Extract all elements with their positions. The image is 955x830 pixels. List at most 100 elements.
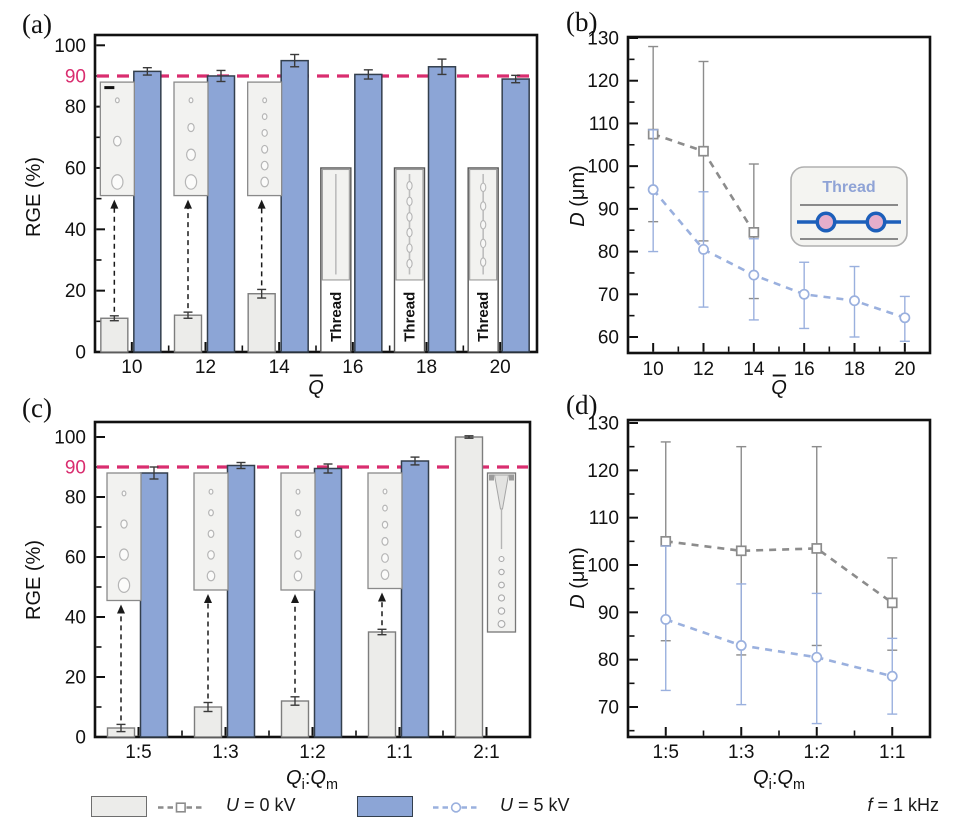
droplet xyxy=(295,488,301,495)
legend-label-u5kv: U = 5 kV xyxy=(500,795,570,816)
ref-tick-label: 90 xyxy=(65,66,86,87)
y-tick-label: 60 xyxy=(598,328,619,349)
panel-c-chart: 0 20 40 60 80 100 90 1:5 1:3 1:2 1:1 2:1 Qi:Qm RGE (%… xyxy=(23,420,532,793)
panel-b-chart: 60 70 80 90 100 110 120 130 10 12 14 16 18 20 Q D (μm) T… xyxy=(567,29,932,399)
y-tick-label: 0 xyxy=(75,728,86,749)
encapsulated-droplet xyxy=(869,215,883,229)
marker-circle xyxy=(849,295,860,307)
y-tick-label: 100 xyxy=(587,556,619,577)
droplet xyxy=(261,144,269,154)
axes-box xyxy=(626,35,932,355)
thread-bead xyxy=(480,238,487,249)
arrow-head xyxy=(291,594,299,603)
frequency-note-var: f xyxy=(867,795,873,815)
bar-u0kv xyxy=(367,631,397,738)
droplet xyxy=(261,113,268,121)
legend-line-circle-glyph xyxy=(433,802,479,813)
arrow-head xyxy=(184,199,192,209)
legend-label-u5kv-rest: = 5 kV xyxy=(513,795,570,815)
droplet xyxy=(382,488,388,495)
y-tick-label: 80 xyxy=(598,650,619,671)
arrow-head xyxy=(110,199,119,209)
y-tick-label: 60 xyxy=(65,158,86,179)
y-tick-label: 40 xyxy=(65,608,86,629)
bar-u5kv xyxy=(313,467,343,738)
x-tick-label: 1:2 xyxy=(804,742,830,763)
droplet xyxy=(120,519,128,529)
marker-square xyxy=(660,535,672,547)
legend-label-u0kv-rest: = 0 kV xyxy=(239,795,296,815)
droplet xyxy=(497,607,506,615)
legend-swatch-gray xyxy=(91,796,147,817)
marker-square xyxy=(748,227,760,238)
bar-u0kv xyxy=(247,293,276,353)
marker-circle xyxy=(660,613,672,625)
droplet xyxy=(207,550,215,560)
y-tick-label: 100 xyxy=(54,36,86,57)
y-tick-label: 80 xyxy=(65,97,86,118)
y-tick-label: 0 xyxy=(75,343,86,364)
thread-bead xyxy=(406,212,413,222)
y-tick-label: 90 xyxy=(598,199,619,220)
x-tick-label: 2:1 xyxy=(473,742,499,763)
droplet xyxy=(119,548,129,561)
droplet xyxy=(498,581,505,589)
droplet xyxy=(295,509,301,517)
thread-bead xyxy=(480,219,487,230)
y-tick-label: 80 xyxy=(598,242,619,263)
droplet xyxy=(294,529,302,539)
y-tick-label: 100 xyxy=(54,428,86,449)
y-tick-label: 40 xyxy=(65,220,86,241)
bar-u5kv xyxy=(354,73,383,353)
y-tick-label: 70 xyxy=(598,285,619,306)
scale-bar xyxy=(104,86,115,90)
marker-circle xyxy=(647,184,659,196)
frequency-note: f = 1 kHz xyxy=(867,795,939,816)
droplet xyxy=(117,577,131,593)
axes-box xyxy=(626,418,932,739)
x-tick-label: 20 xyxy=(490,357,511,378)
x-tick-label: 1:5 xyxy=(125,742,151,763)
y-tick-label: 20 xyxy=(65,281,86,302)
series-line-gray xyxy=(665,540,894,604)
droplet xyxy=(498,555,505,563)
marker-circle xyxy=(899,312,911,324)
droplet xyxy=(111,174,124,190)
ref-tick-label: 90 xyxy=(65,458,86,479)
thread-label: Thread xyxy=(402,292,419,342)
panel-d-label: (d) xyxy=(566,390,597,420)
droplet xyxy=(497,620,506,628)
x-tick-label: 10 xyxy=(121,357,142,378)
bar-u0kv xyxy=(280,700,310,738)
series-line-blue xyxy=(665,618,893,678)
nozzle-edge xyxy=(489,474,494,481)
x-tick-label: 1:2 xyxy=(299,742,325,763)
y-tick-label: 130 xyxy=(587,414,619,435)
marker-square xyxy=(886,597,898,609)
axis-label: D (μm) xyxy=(567,547,589,609)
axes-box xyxy=(93,33,539,354)
marker-square xyxy=(811,543,823,554)
droplet xyxy=(381,553,389,563)
y-tick-label: 60 xyxy=(65,548,86,569)
droplet xyxy=(381,536,389,546)
bar-u5kv xyxy=(206,75,236,353)
x-tick-label: 10 xyxy=(643,359,664,380)
axes-box xyxy=(93,420,532,739)
bar-u5kv xyxy=(427,66,457,353)
y-tick-label: 110 xyxy=(589,114,619,135)
x-tick-label: 1:1 xyxy=(879,742,905,763)
y-tick-label: 90 xyxy=(598,603,619,624)
y-tick-label: 80 xyxy=(65,488,86,509)
marker-circle xyxy=(735,640,747,651)
x-tick-label: 20 xyxy=(894,359,915,380)
axis-label: RGE (%) xyxy=(23,157,45,237)
droplet xyxy=(184,174,198,190)
x-tick-label: 1:1 xyxy=(386,742,412,763)
axis-label: RGE (%) xyxy=(23,540,45,620)
axis-label: D (μm) xyxy=(567,165,589,227)
y-tick-label: 120 xyxy=(587,71,619,92)
droplet xyxy=(188,97,194,104)
bar-u5kv xyxy=(501,78,530,353)
